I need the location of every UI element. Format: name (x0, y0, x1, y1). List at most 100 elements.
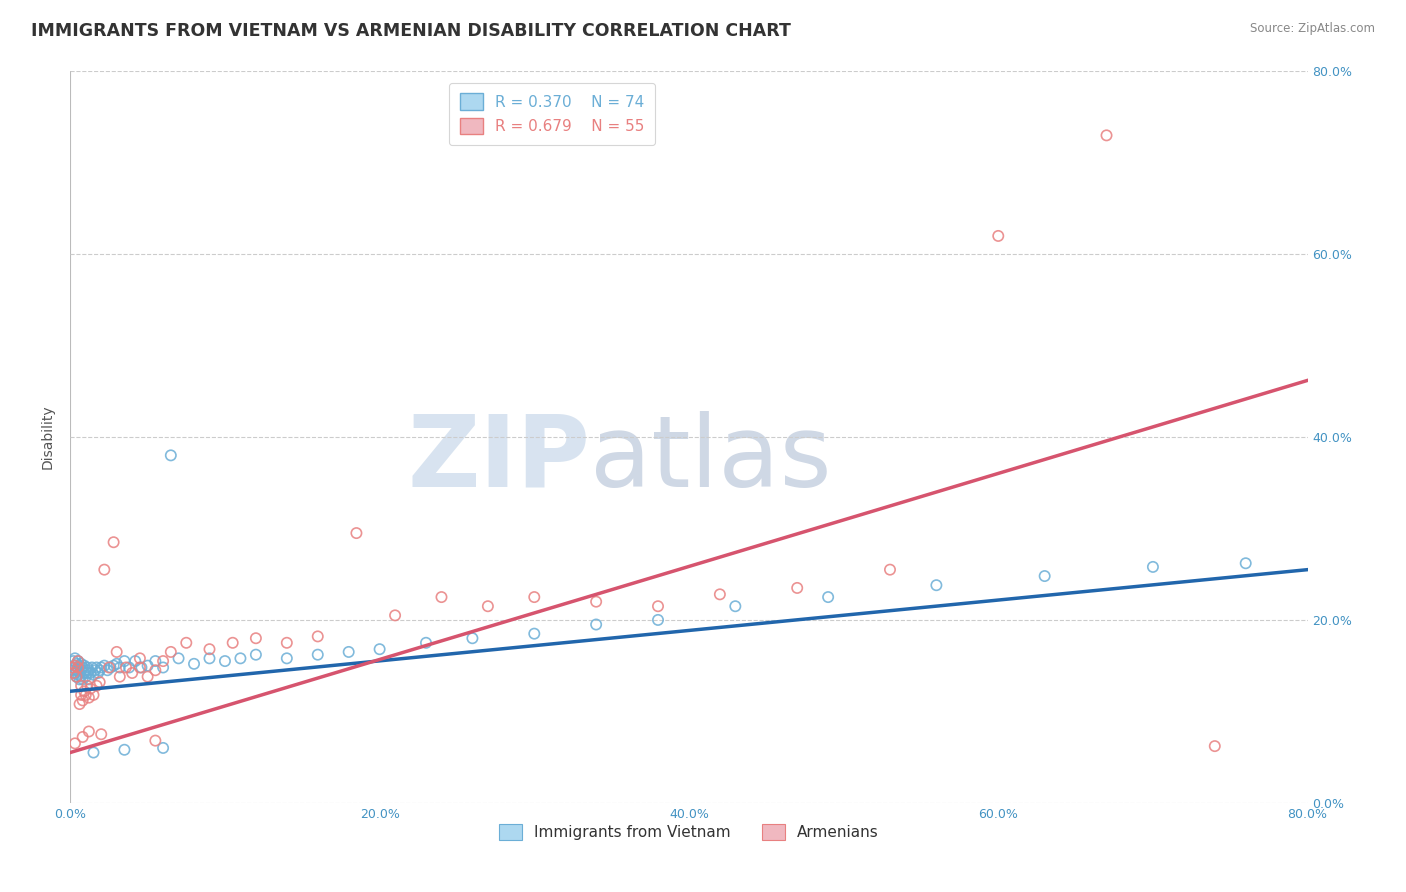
Point (214, 654, 236, 668)
Point (430, 590, 453, 604)
Point (90, 727, 112, 741)
Text: ZIP: ZIP (408, 410, 591, 508)
Point (76, 660, 98, 674)
Point (307, 629, 329, 643)
Point (63, 658, 86, 673)
Point (523, 590, 546, 604)
Y-axis label: Disability: Disability (41, 405, 55, 469)
Text: atlas: atlas (591, 410, 831, 508)
Point (145, 654, 166, 668)
Point (131, 660, 153, 674)
Point (75, 670, 97, 684)
Point (136, 670, 159, 684)
Point (183, 657, 205, 671)
Point (69, 665, 91, 680)
Point (82, 688, 105, 702)
Text: IMMIGRANTS FROM VIETNAM VS ARMENIAN DISABILITY CORRELATION CHART: IMMIGRANTS FROM VIETNAM VS ARMENIAN DISA… (31, 22, 790, 40)
Point (82, 667, 105, 681)
Point (93, 658, 115, 673)
Point (62, 654, 84, 668)
Point (879, 563, 901, 577)
Point (415, 636, 437, 650)
Point (152, 654, 174, 668)
Point (108, 670, 131, 684)
Point (76, 665, 98, 680)
Point (80, 660, 103, 674)
Text: Source: ZipAtlas.com: Source: ZipAtlas.com (1250, 22, 1375, 36)
Point (77, 673, 100, 687)
Point (86, 679, 108, 693)
Point (152, 660, 174, 674)
Point (63, 665, 86, 680)
Point (87, 665, 110, 680)
Point (103, 658, 125, 673)
Point (1234, 556, 1257, 570)
Point (65, 663, 87, 677)
Point (82, 746, 105, 760)
Point (72, 693, 94, 707)
Point (346, 526, 368, 541)
Point (585, 617, 607, 632)
Point (65, 670, 87, 684)
Point (105, 645, 128, 659)
Point (108, 660, 131, 674)
Point (222, 636, 245, 650)
Point (72, 660, 94, 674)
Point (337, 645, 360, 659)
Point (1033, 569, 1056, 583)
Point (115, 660, 138, 674)
Point (70, 663, 93, 677)
Point (384, 608, 406, 623)
Point (60, 660, 83, 674)
Point (77, 690, 100, 705)
Point (523, 626, 546, 640)
Point (477, 599, 499, 614)
Point (103, 535, 125, 549)
Point (817, 590, 839, 604)
Point (160, 645, 183, 659)
Point (1142, 560, 1164, 574)
Point (76, 679, 98, 693)
Point (160, 448, 183, 462)
Point (987, 229, 1010, 244)
Point (786, 581, 808, 595)
Point (67, 654, 90, 668)
Point (93, 563, 115, 577)
Point (1204, 739, 1226, 753)
Point (276, 651, 298, 665)
Point (198, 642, 221, 657)
Point (79, 681, 101, 696)
Point (647, 613, 669, 627)
Point (245, 632, 267, 646)
Point (70, 688, 93, 702)
Point (67, 654, 90, 668)
Point (89, 675, 111, 690)
Point (67, 667, 90, 681)
Point (368, 642, 391, 657)
Point (145, 663, 166, 677)
Point (461, 632, 484, 646)
Point (1095, 128, 1118, 143)
Point (724, 599, 747, 614)
Point (129, 651, 152, 665)
Point (73, 665, 96, 680)
Point (84, 663, 107, 677)
Legend: Immigrants from Vietnam, Armenians: Immigrants from Vietnam, Armenians (494, 818, 884, 847)
Point (70, 670, 93, 684)
Point (245, 648, 267, 662)
Point (98, 660, 120, 674)
Point (89, 663, 111, 677)
Point (75, 663, 97, 677)
Point (70, 657, 93, 671)
Point (73, 684, 96, 698)
Point (67, 660, 90, 674)
Point (114, 743, 135, 757)
Point (152, 740, 174, 755)
Point (72, 673, 94, 687)
Point (114, 654, 135, 668)
Point (145, 733, 166, 747)
Point (73, 658, 96, 673)
Point (647, 599, 669, 614)
Point (585, 594, 607, 608)
Point (925, 578, 948, 592)
